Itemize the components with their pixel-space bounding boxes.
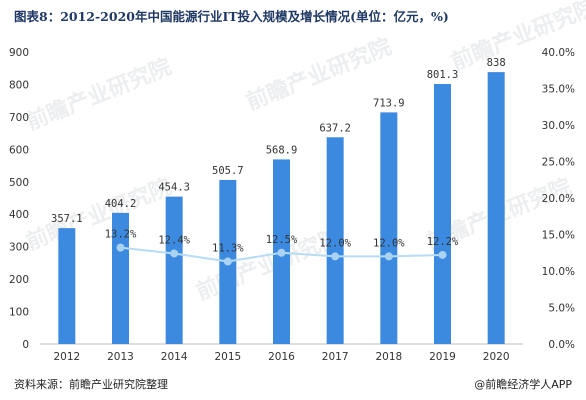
bar-value-label: 404.2	[105, 198, 137, 210]
growth-value-label: 12.2%	[427, 236, 459, 248]
bar	[326, 137, 344, 344]
bar-value-label: 713.9	[373, 97, 405, 109]
growth-value-label: 11.3%	[212, 243, 244, 255]
bar-value-label: 637.2	[319, 122, 351, 134]
growth-point	[223, 257, 232, 266]
growth-value-label: 12.0%	[373, 237, 405, 249]
growth-value-label: 12.0%	[319, 237, 351, 249]
y-left-tick-label: 700	[9, 112, 29, 124]
x-tick-label: 2012	[53, 351, 80, 363]
growth-point	[277, 248, 286, 257]
bar	[58, 228, 76, 344]
y-left-tick-label: 900	[9, 47, 29, 59]
x-tick-label: 2019	[429, 351, 456, 363]
watermark-text: 前瞻产业研究院	[23, 174, 176, 256]
growth-point	[116, 243, 125, 252]
y-right-tick-label: 35.0%	[542, 84, 575, 96]
growth-value-label: 12.5%	[266, 234, 298, 246]
x-tick-label: 2016	[268, 351, 295, 363]
x-tick-label: 2014	[161, 351, 188, 363]
growth-value-label: 12.4%	[158, 234, 190, 246]
x-tick-label: 2017	[322, 351, 349, 363]
bar	[434, 84, 451, 344]
chart-title: 图表8：2012-2020年中国能源行业IT投入规模及增长情况(单位：亿元，%)	[14, 9, 449, 24]
growth-line-layer	[116, 243, 447, 266]
y-left-tick-label: 0	[22, 339, 29, 351]
source-note: 资料来源：前瞻产业研究院整理	[14, 378, 168, 391]
bar-value-label: 505.7	[212, 165, 244, 177]
labels-layer: 357.1 404.2 454.3 505.7 568.9 637.2 713.9 801.3…	[51, 57, 506, 254]
y-left-tick-label: 300	[9, 242, 29, 254]
y-left-tick-label: 800	[9, 79, 29, 91]
watermark-text: 前瞻产业研究院	[23, 54, 176, 136]
bar	[380, 112, 398, 344]
y-right-tick-label: 30.0%	[542, 120, 575, 132]
y-right-tick-label: 25.0%	[542, 157, 575, 169]
bar-value-label: 568.9	[266, 144, 298, 156]
y-right-tick-label: 0.0%	[548, 339, 575, 351]
x-tick-label: 2015	[214, 351, 241, 363]
bar-value-label: 357.1	[51, 213, 83, 225]
axes-layer: 0 100 200 300 400 500 600 700 800 900 0.0% 5.0% 10.0…	[9, 47, 575, 363]
y-right-tick-label: 20.0%	[542, 193, 575, 205]
y-right-tick-label: 10.0%	[542, 266, 575, 278]
y-left-tick-label: 200	[9, 274, 29, 286]
x-tick-label: 2018	[375, 351, 402, 363]
bar-value-label: 838	[487, 57, 506, 69]
growth-point	[170, 249, 179, 258]
watermark-text: 前瞻产业研究院	[448, 0, 586, 76]
growth-point	[331, 252, 340, 261]
y-left-tick-label: 500	[9, 177, 29, 189]
bar	[165, 196, 183, 344]
growth-point	[384, 252, 393, 261]
y-right-tick-label: 40.0%	[542, 47, 575, 59]
brand-note: @前瞻经济学人APP	[474, 378, 572, 391]
y-left-tick-label: 400	[9, 209, 29, 221]
growth-value-label: 13.2%	[105, 229, 137, 241]
bar-value-label: 454.3	[158, 182, 190, 194]
y-right-tick-label: 5.0%	[548, 303, 575, 315]
bar	[112, 212, 129, 344]
x-tick-label: 2020	[483, 351, 510, 363]
x-tick-label: 2013	[107, 351, 134, 363]
bar	[487, 72, 505, 345]
y-left-tick-label: 100	[9, 307, 29, 319]
growth-point	[438, 250, 447, 259]
bar-value-label: 801.3	[427, 69, 459, 81]
y-left-tick-label: 600	[9, 144, 29, 156]
y-right-tick-label: 15.0%	[542, 230, 575, 242]
